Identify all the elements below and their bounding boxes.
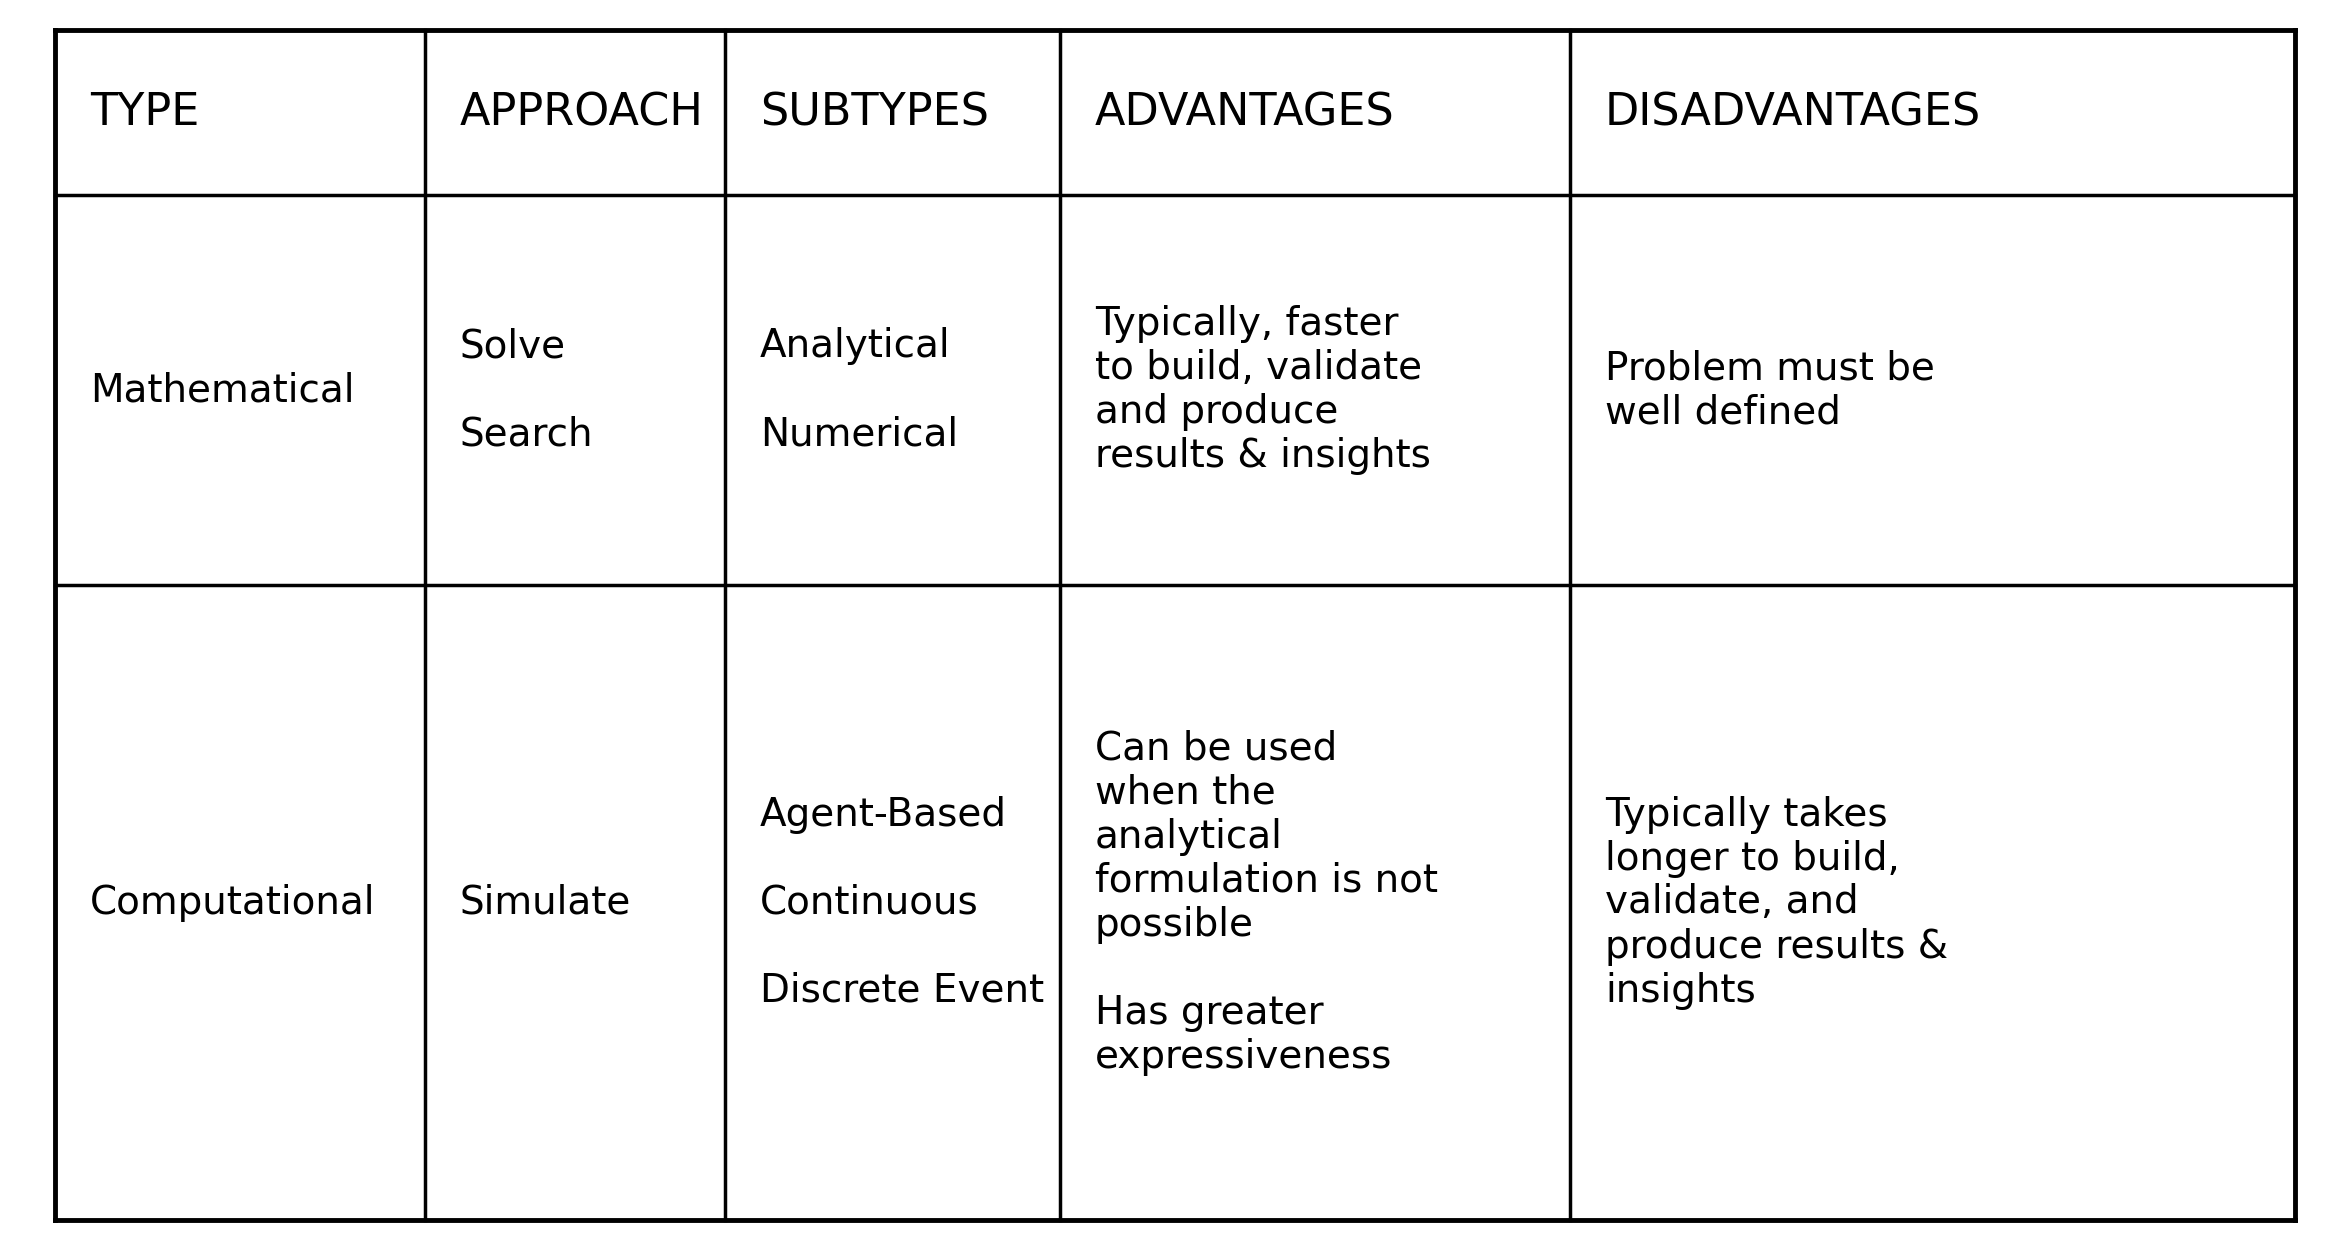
Text: Problem must be
well defined: Problem must be well defined xyxy=(1605,349,1934,431)
Text: DISADVANTAGES: DISADVANTAGES xyxy=(1605,91,1981,134)
Text: Analytical

Numerical: Analytical Numerical xyxy=(759,328,959,452)
Text: APPROACH: APPROACH xyxy=(461,91,705,134)
Text: Typically takes
longer to build,
validate, and
produce results &
insights: Typically takes longer to build, validat… xyxy=(1605,795,1948,1010)
Text: ADVANTAGES: ADVANTAGES xyxy=(1095,91,1396,134)
Text: Solve

Search: Solve Search xyxy=(461,328,595,452)
Text: SUBTYPES: SUBTYPES xyxy=(759,91,989,134)
Text: TYPE: TYPE xyxy=(89,91,200,134)
Text: Simulate: Simulate xyxy=(461,884,632,921)
Text: Agent-Based

Continuous

Discrete Event: Agent-Based Continuous Discrete Event xyxy=(759,795,1043,1010)
Text: Mathematical: Mathematical xyxy=(89,371,355,409)
Text: Can be used
when the
analytical
formulation is not
possible

Has greater
express: Can be used when the analytical formulat… xyxy=(1095,730,1438,1075)
Text: Computational: Computational xyxy=(89,884,376,921)
Text: Typically, faster
to build, validate
and produce
results & insights: Typically, faster to build, validate and… xyxy=(1095,305,1431,475)
